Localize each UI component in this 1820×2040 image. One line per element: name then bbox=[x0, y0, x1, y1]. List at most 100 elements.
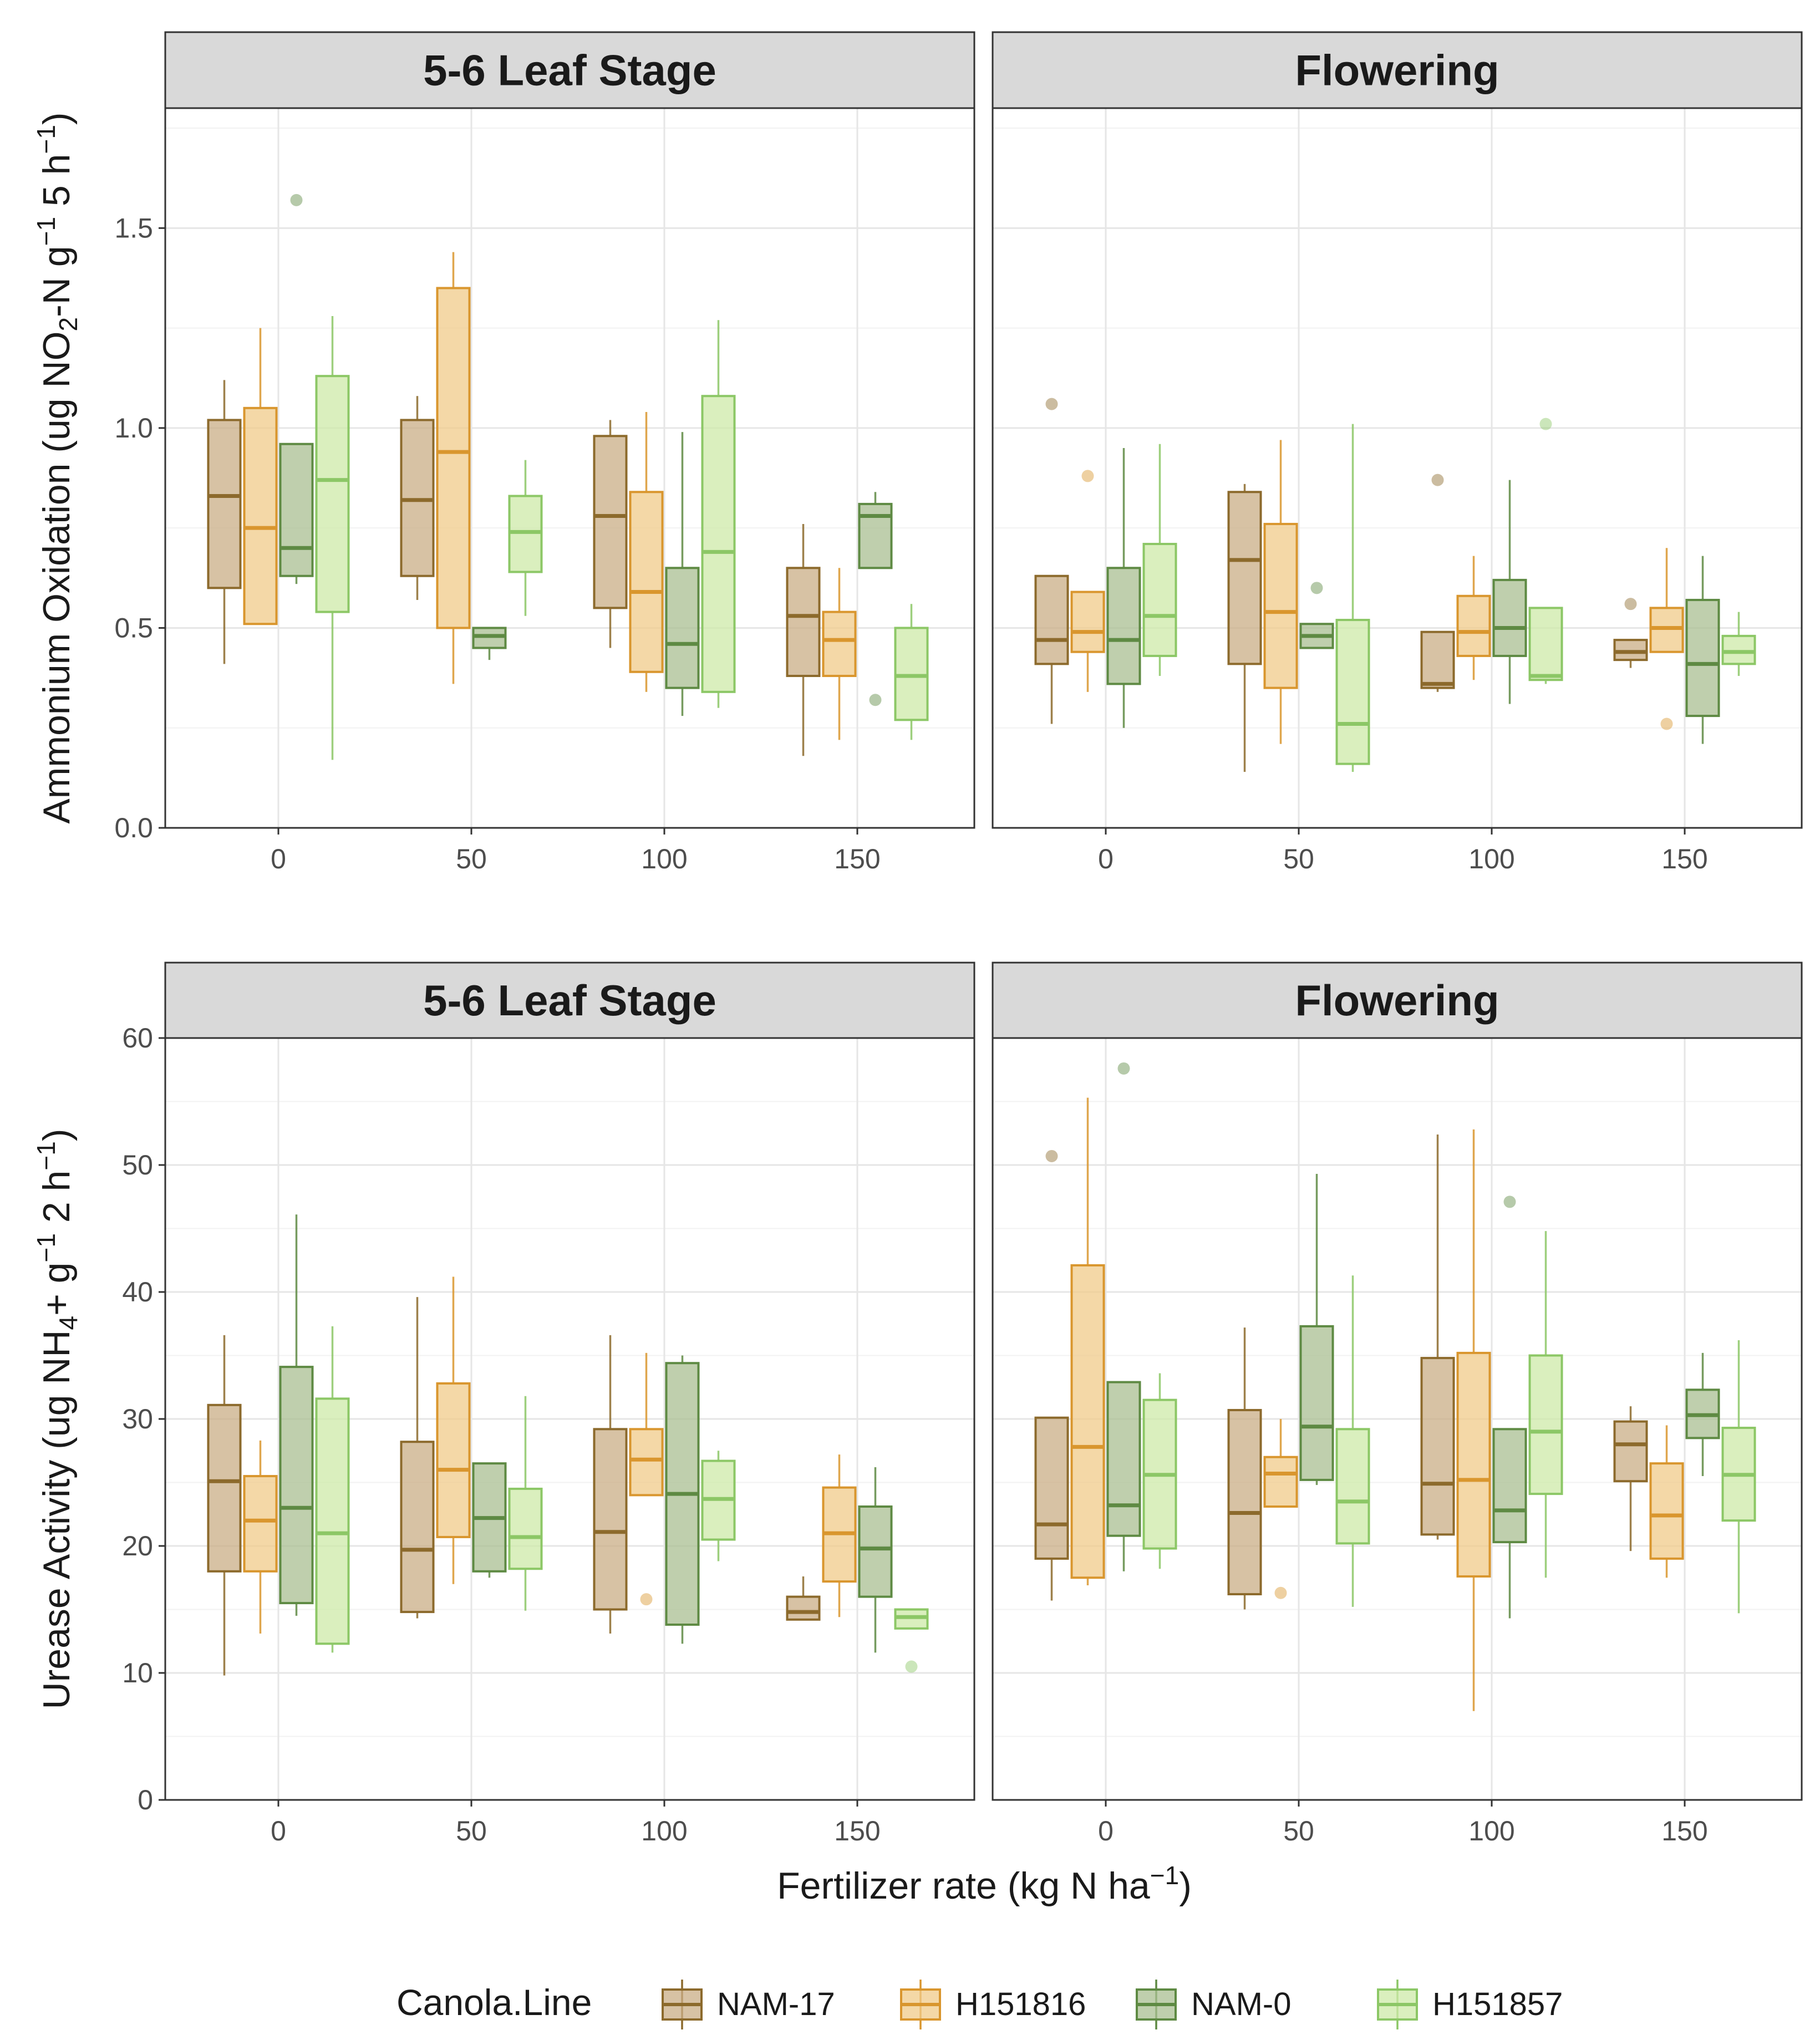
box-iqr bbox=[243, 406, 278, 625]
box-NAM-0-0 bbox=[1106, 447, 1141, 728]
box-iqr bbox=[508, 495, 543, 573]
box-NAM-17-150 bbox=[786, 1576, 821, 1621]
y-tick-label: 50 bbox=[122, 1149, 153, 1181]
box-iqr bbox=[858, 502, 893, 569]
outlier-point bbox=[1045, 398, 1058, 410]
facet-strip-label: Flowering bbox=[1295, 46, 1499, 95]
x-tick-label: 100 bbox=[641, 1815, 687, 1846]
box-iqr bbox=[786, 567, 821, 677]
legend-title: Canola.Line bbox=[396, 1982, 592, 2023]
y-axis-title-part: −1 bbox=[32, 1141, 60, 1170]
box-iqr bbox=[243, 1475, 278, 1573]
x-axis-title-part: ) bbox=[1179, 1865, 1192, 1907]
box-H151857-0 bbox=[315, 1326, 350, 1653]
y-tick-label: 20 bbox=[122, 1530, 153, 1561]
x-tick-label: 100 bbox=[641, 843, 687, 874]
y-axis-title-part: Ammonium Oxidation (ug NO bbox=[35, 331, 78, 823]
outlier-point bbox=[1081, 470, 1094, 482]
box-iqr bbox=[1070, 591, 1105, 653]
y-axis-title-part: −1 bbox=[32, 217, 60, 246]
panel-ammonium-1: Flowering 0 50 100 150 bbox=[992, 31, 1803, 874]
facet-strip-label: Flowering bbox=[1295, 976, 1499, 1025]
x-tick-label: 0 bbox=[271, 1815, 286, 1846]
y-axis-title: Ammonium Oxidation (ug NO2-N g−1 5 h−1) bbox=[32, 112, 83, 823]
box-NAM-17-0 bbox=[207, 380, 242, 664]
box-H151816-50 bbox=[1263, 440, 1298, 744]
box-NAM-17-100 bbox=[593, 1335, 628, 1634]
box-iqr bbox=[1721, 634, 1756, 665]
box-iqr bbox=[1420, 1357, 1455, 1536]
y-tick-label: 1.0 bbox=[114, 413, 153, 444]
box-iqr bbox=[279, 442, 314, 577]
panel-ammonium-0: 5-6 Leaf Stage 0 50 100 150 bbox=[164, 31, 975, 874]
box-NAM-0-50 bbox=[472, 627, 507, 660]
facet-strip bbox=[992, 962, 1803, 1039]
box-iqr bbox=[1613, 639, 1648, 662]
box-iqr bbox=[629, 491, 664, 673]
outlier-point bbox=[1624, 598, 1637, 611]
x-tick-label: 100 bbox=[1468, 843, 1514, 874]
box-iqr bbox=[1335, 619, 1370, 765]
x-axis-title: Fertilizer rate (kg N ha−1) bbox=[777, 1861, 1192, 1907]
x-axis-title-part: Fertilizer rate (kg N ha bbox=[777, 1865, 1150, 1907]
box-NAM-0-100 bbox=[1492, 480, 1527, 704]
box-iqr bbox=[400, 1441, 435, 1614]
box-iqr bbox=[279, 1366, 314, 1605]
box-NAM-17-150 bbox=[786, 523, 821, 756]
box-iqr bbox=[207, 419, 242, 589]
box-NAM-0-100 bbox=[665, 432, 700, 716]
outlier-point bbox=[1503, 1195, 1516, 1208]
box-iqr bbox=[1106, 1381, 1141, 1537]
box-iqr bbox=[1613, 1420, 1648, 1483]
outlier-point bbox=[905, 1660, 918, 1673]
y-axis-title-part: 5 h bbox=[35, 154, 78, 217]
row-ammonium: 5-6 Leaf Stage 0 50 100 150 Flowering 0 50 100 15… bbox=[32, 31, 1803, 874]
outlier-point bbox=[290, 194, 303, 206]
box-iqr bbox=[894, 627, 929, 721]
box-iqr bbox=[1456, 594, 1491, 657]
box-NAM-17-50 bbox=[400, 396, 435, 600]
box-iqr bbox=[1420, 630, 1455, 689]
y-axis-title: Urease Activity (ug NH4+ g−1 2 h−1) bbox=[32, 1129, 83, 1710]
y-tick-label: 10 bbox=[122, 1657, 153, 1688]
box-iqr bbox=[1528, 1354, 1563, 1495]
box-iqr bbox=[665, 567, 700, 689]
box-iqr bbox=[207, 1403, 242, 1573]
legend-item-NAM-0: NAM-0 bbox=[1136, 1980, 1291, 2029]
box-NAM-0-50 bbox=[472, 1462, 507, 1578]
box-iqr bbox=[1034, 1416, 1069, 1560]
box-iqr bbox=[436, 1382, 471, 1538]
box-H151857-100 bbox=[701, 320, 736, 708]
box-NAM-0-0 bbox=[279, 194, 314, 584]
box-H151857-0 bbox=[1142, 444, 1177, 676]
outlier-point bbox=[1539, 418, 1552, 430]
panel-background bbox=[993, 108, 1802, 828]
outlier-point bbox=[640, 1593, 653, 1606]
x-tick-label: 150 bbox=[1661, 843, 1707, 874]
legend-item-H151857: H151857 bbox=[1377, 1980, 1563, 2029]
y-tick-label: 60 bbox=[122, 1022, 153, 1054]
panel-urease-1: Flowering 0 50 100 150 bbox=[992, 962, 1803, 1846]
box-H151816-150 bbox=[1649, 548, 1684, 730]
y-axis-title-part: -N g bbox=[35, 246, 78, 317]
box-NAM-17-100 bbox=[1420, 1135, 1455, 1540]
box-H151857-50 bbox=[508, 1396, 543, 1611]
box-iqr bbox=[1034, 574, 1069, 665]
box-iqr bbox=[1142, 543, 1177, 657]
outlier-point bbox=[869, 694, 882, 706]
outlier-point bbox=[1274, 1586, 1287, 1599]
box-NAM-0-100 bbox=[665, 1355, 700, 1644]
box-iqr bbox=[1227, 491, 1262, 665]
box-iqr bbox=[1227, 1408, 1262, 1596]
y-axis-title-part: + g bbox=[35, 1262, 78, 1315]
x-axis-title-part: −1 bbox=[1150, 1861, 1179, 1890]
box-iqr bbox=[1263, 1456, 1298, 1508]
x-tick-label: 0 bbox=[271, 843, 286, 874]
x-tick-label: 150 bbox=[834, 1815, 880, 1846]
box-H151816-100 bbox=[629, 412, 664, 692]
box-H151857-50 bbox=[1335, 424, 1370, 772]
box-iqr bbox=[1456, 1351, 1491, 1578]
x-tick-label: 0 bbox=[1098, 843, 1114, 874]
box-iqr bbox=[1649, 607, 1684, 653]
panel-urease-0: 5-6 Leaf Stage 0 50 100 150 bbox=[164, 962, 975, 1846]
